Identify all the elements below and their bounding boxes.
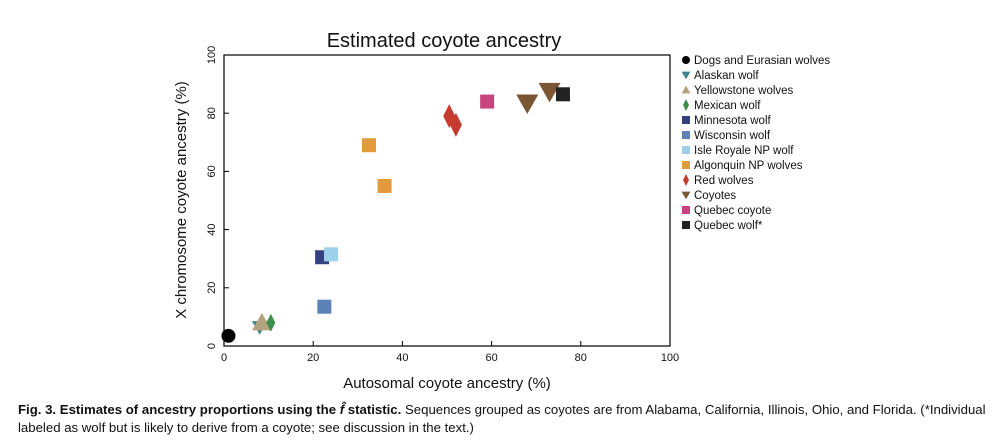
- legend-marker: [682, 56, 690, 64]
- legend-label: Quebec wolf*: [694, 220, 763, 232]
- legend-item: Minnesota wolf: [682, 115, 772, 127]
- caption-stat-symbol: f̂: [339, 402, 345, 417]
- legend-label: Red wolves: [694, 175, 754, 187]
- data-point: [252, 312, 272, 331]
- y-tick-label: 100: [206, 46, 218, 64]
- legend-item: Isle Royale NP wolf: [682, 145, 794, 157]
- x-tick-label: 20: [307, 352, 319, 364]
- caption-label: Fig. 3.: [18, 402, 57, 417]
- legend-marker: [681, 191, 691, 200]
- legend-item: Alaskan wolf: [681, 70, 759, 82]
- caption-bold-suffix: statistic.: [347, 402, 402, 417]
- plot-frame: [223, 54, 671, 347]
- legend-label: Quebec coyote: [694, 205, 771, 217]
- figure-caption: Fig. 3. Estimates of ancestry proportion…: [18, 401, 993, 437]
- legend-marker: [682, 131, 690, 139]
- caption-bold-text: Estimates of ancestry proportions using …: [59, 402, 337, 417]
- chart-title: Estimated coyote ancestry: [327, 30, 562, 52]
- data-point: [480, 94, 495, 109]
- legend-label: Minnesota wolf: [694, 115, 772, 127]
- legend: Dogs and Eurasian wolves Alaskan wolf Yell…: [681, 55, 830, 232]
- legend-marker: [682, 161, 690, 169]
- legend-label: Mexican wolf: [694, 100, 761, 112]
- legend-marker: [682, 146, 690, 154]
- legend-item: Quebec wolf*: [682, 220, 763, 232]
- data-point: [449, 112, 462, 137]
- data-point: [317, 299, 332, 314]
- y-tick-label: 0: [206, 343, 218, 349]
- legend-item: Mexican wolf: [683, 99, 761, 112]
- data-point: [324, 247, 339, 262]
- legend-item: Algonquin NP wolves: [682, 160, 803, 172]
- y-tick-label: 20: [206, 282, 218, 294]
- data-point: [538, 82, 561, 103]
- legend-marker: [683, 174, 689, 186]
- data-point: [266, 313, 276, 332]
- legend-label: Wisconsin wolf: [694, 130, 771, 142]
- x-tick-label: 80: [575, 352, 587, 364]
- legend-marker: [682, 206, 690, 214]
- legend-marker: [682, 221, 690, 229]
- legend-label: Dogs and Eurasian wolves: [694, 55, 830, 67]
- x-tick-label: 40: [396, 352, 408, 364]
- legend-marker: [682, 116, 690, 124]
- axes: 0 20 40 60 80 100 0 20 40 60 80 100: [206, 46, 679, 364]
- legend-label: Isle Royale NP wolf: [694, 145, 794, 157]
- legend-item: Wisconsin wolf: [682, 130, 771, 142]
- y-tick-label: 40: [206, 223, 218, 235]
- legend-item: Quebec coyote: [682, 205, 771, 217]
- y-tick-label: 80: [206, 107, 218, 119]
- x-axis-label: Autosomal coyote ancestry (%): [343, 375, 551, 392]
- x-tick-label: 100: [661, 352, 679, 364]
- x-tick-label: 0: [221, 352, 227, 364]
- legend-item: Coyotes: [681, 190, 736, 202]
- data-point: [361, 138, 376, 153]
- legend-marker: [683, 99, 689, 111]
- legend-marker: [681, 71, 691, 80]
- legend-label: Alaskan wolf: [694, 70, 759, 82]
- legend-item: Red wolves: [683, 174, 754, 187]
- legend-label: Algonquin NP wolves: [694, 160, 803, 172]
- data-point: [221, 328, 236, 343]
- legend-item: Yellowstone wolves: [681, 85, 794, 97]
- y-tick-label: 60: [206, 165, 218, 177]
- scatter-chart: Estimated coyote ancestry 0 20 40 60 80 100 0 2…: [173, 30, 830, 392]
- legend-label: Yellowstone wolves: [694, 85, 794, 97]
- x-tick-label: 60: [485, 352, 497, 364]
- legend-item: Dogs and Eurasian wolves: [682, 55, 830, 67]
- caption-body: Sequences grouped as coyotes are from Al…: [18, 402, 986, 435]
- legend-marker: [681, 85, 691, 94]
- data-point: [516, 94, 539, 115]
- data-points: [221, 82, 570, 343]
- y-axis-label: X chromosome coyote ancestry (%): [173, 81, 190, 319]
- data-point: [555, 87, 570, 102]
- data-point: [377, 178, 392, 193]
- legend-label: Coyotes: [694, 190, 736, 202]
